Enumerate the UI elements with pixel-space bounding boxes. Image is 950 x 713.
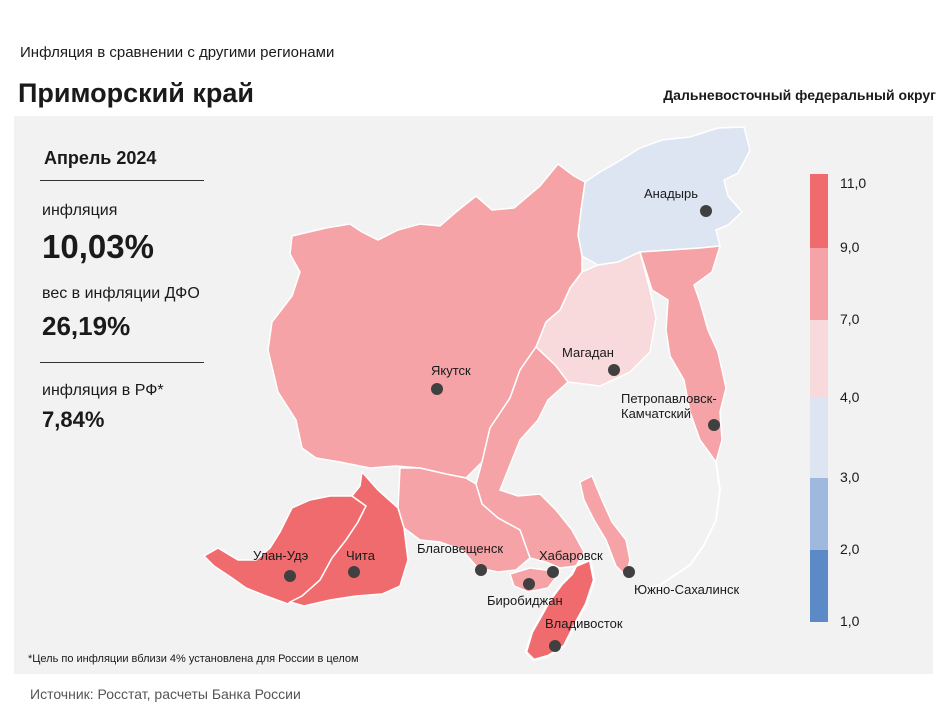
region-zabaykalsky[interactable] <box>287 470 409 607</box>
city-marker-blagoveshchensk[interactable] <box>475 564 487 576</box>
city-label-petropavlovsk-2: Камчатский <box>621 406 691 421</box>
city-label-yakutsk: Якутск <box>431 363 471 378</box>
inflation-label: инфляция <box>42 202 118 219</box>
legend-label: 9,0 <box>840 239 860 255</box>
legend-bin <box>810 174 828 248</box>
legend-bin <box>810 478 828 550</box>
color-legend: 11,0 9,0 7,0 4,0 3,0 2,0 1,0 <box>810 174 866 629</box>
legend-label: 3,0 <box>840 469 860 485</box>
city-marker-khabarovsk[interactable] <box>547 566 559 578</box>
rf-inflation-value: 7,84% <box>42 407 105 432</box>
city-label-ulan-ude: Улан-Удэ <box>253 548 309 563</box>
rf-inflation-label: инфляция в РФ* <box>42 382 164 399</box>
city-label-khabarovsk: Хабаровск <box>539 548 603 563</box>
period-label: Апрель 2024 <box>44 148 157 168</box>
city-marker-anadyr[interactable] <box>700 205 712 217</box>
city-marker-yuzhno[interactable] <box>623 566 635 578</box>
legend-bin <box>810 320 828 398</box>
legend-label: 11,0 <box>840 175 866 191</box>
kuril-islands <box>639 461 722 591</box>
legend-bin <box>810 550 828 622</box>
city-label-anadyr: Анадырь <box>644 186 698 201</box>
legend-bin <box>810 248 828 320</box>
city-label-blagoveshchensk: Благовещенск <box>417 541 503 556</box>
region-khabarovsk[interactable] <box>475 345 585 569</box>
city-marker-petropavlovsk[interactable] <box>708 419 720 431</box>
inflation-value: 10,03% <box>42 228 154 265</box>
region-kamchatka[interactable] <box>638 245 727 464</box>
weight-label: вес в инфляции ДФО <box>42 285 200 302</box>
district-label: Дальневосточный федеральный округ <box>663 87 936 103</box>
city-label-chita: Чита <box>346 548 376 563</box>
legend-label: 7,0 <box>840 311 860 327</box>
legend-bin <box>810 398 828 478</box>
city-label-petropavlovsk-1: Петропавловск- <box>621 391 717 406</box>
source-note: Источник: Росстат, расчеты Банка России <box>30 686 301 702</box>
weight-value: 26,19% <box>42 311 131 341</box>
region-primorsky[interactable] <box>524 558 596 662</box>
region-amur[interactable] <box>397 467 531 573</box>
subtitle: Инфляция в сравнении с другими регионами <box>20 44 335 61</box>
city-marker-ulan-ude[interactable] <box>284 570 296 582</box>
city-marker-vladivostok[interactable] <box>549 640 561 652</box>
city-label-yuzhno: Южно-Сахалинск <box>634 582 739 597</box>
divider-top <box>40 180 204 181</box>
city-label-birobidzhan: Биробиджан <box>487 593 563 608</box>
city-marker-magadan[interactable] <box>608 364 620 376</box>
footnote: *Цель по инфляции вблизи 4% установлена … <box>28 653 359 665</box>
page-title: Приморский край <box>18 78 254 108</box>
city-label-magadan: Магадан <box>562 345 614 360</box>
city-marker-birobidzhan[interactable] <box>523 578 535 590</box>
city-label-vladivostok: Владивосток <box>545 616 623 631</box>
region-yakutia[interactable] <box>267 162 586 479</box>
divider-bottom <box>40 362 204 363</box>
legend-label: 1,0 <box>840 613 860 629</box>
legend-label: 2,0 <box>840 541 860 557</box>
city-marker-yakutsk[interactable] <box>431 383 443 395</box>
city-marker-chita[interactable] <box>348 566 360 578</box>
legend-label: 4,0 <box>840 389 860 405</box>
